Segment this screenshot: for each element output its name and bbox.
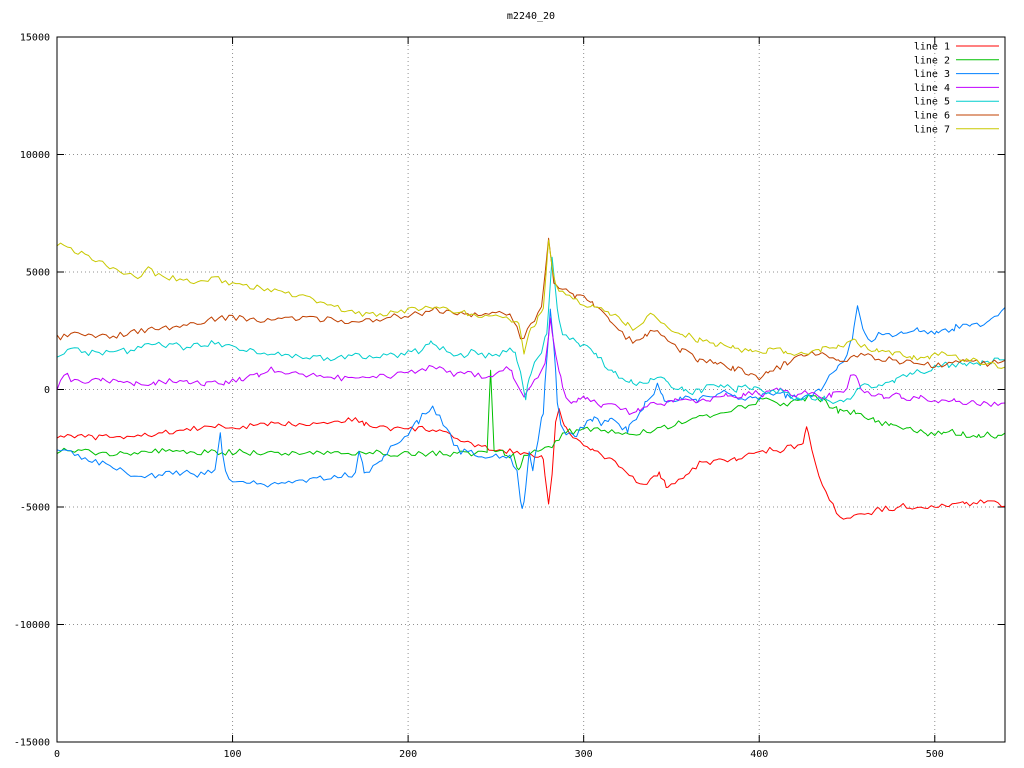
y-tick-label: 15000 xyxy=(20,33,50,44)
series-line-7 xyxy=(57,239,1005,369)
y-tick-label: 5000 xyxy=(26,268,50,279)
legend-label: line 5 xyxy=(914,97,950,108)
series-line-6 xyxy=(57,237,1005,381)
series-line-4 xyxy=(57,317,1005,415)
series-line-1 xyxy=(57,408,1005,520)
legend-label: line 6 xyxy=(914,111,950,122)
x-tick-label: 500 xyxy=(926,749,944,760)
y-tick-label: -5000 xyxy=(20,503,50,514)
x-tick-label: 400 xyxy=(750,749,768,760)
legend-label: line 4 xyxy=(914,83,950,94)
y-tick-label: 0 xyxy=(44,385,50,396)
legend-label: line 3 xyxy=(914,69,950,80)
x-tick-label: 200 xyxy=(399,749,417,760)
x-tick-label: 0 xyxy=(54,749,60,760)
y-tick-label: -15000 xyxy=(14,738,50,749)
series-line-3 xyxy=(57,305,1005,509)
series-line-2 xyxy=(57,369,1005,471)
legend-label: line 2 xyxy=(914,55,950,66)
plot-border xyxy=(56,36,1006,743)
y-tick-label: -10000 xyxy=(14,620,50,631)
x-tick-label: 100 xyxy=(224,749,242,760)
series-line-5 xyxy=(57,256,1005,404)
chart-title: m2240_20 xyxy=(506,11,556,22)
legend-label: line 1 xyxy=(914,42,950,53)
y-tick-label: 10000 xyxy=(20,150,50,161)
x-tick-label: 300 xyxy=(575,749,593,760)
legend-label: line 7 xyxy=(914,124,950,135)
